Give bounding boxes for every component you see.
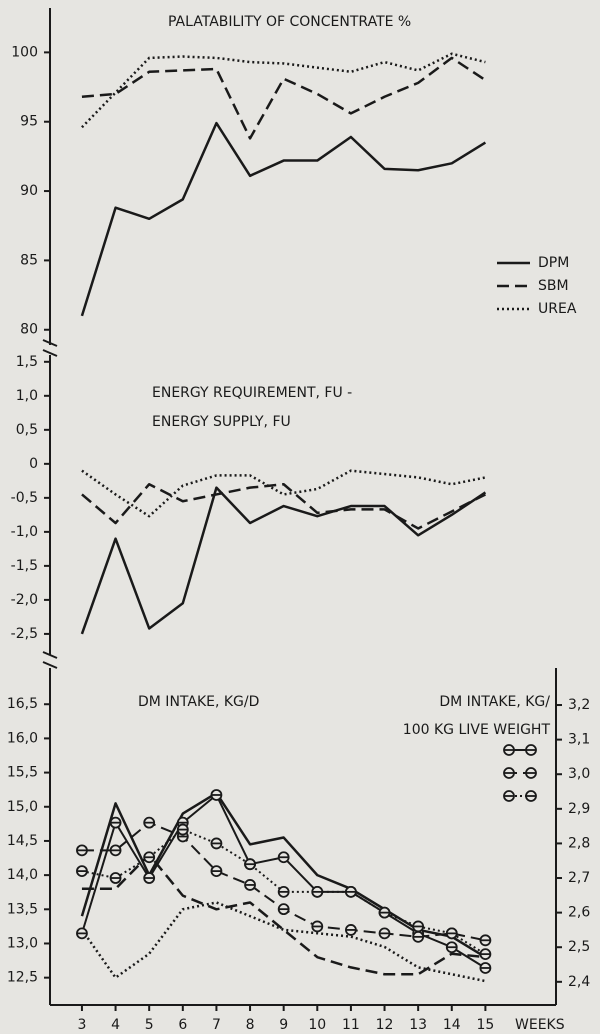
x-tick-label: 4 xyxy=(111,1017,120,1033)
x-axis-label: WEEKS xyxy=(515,1017,565,1033)
x-tick-label: 6 xyxy=(178,1017,187,1033)
x-tick-label: 11 xyxy=(342,1017,360,1033)
x-tick-label: 14 xyxy=(443,1017,461,1033)
data-point xyxy=(176,823,189,836)
y-tick-label: 1,0 xyxy=(16,388,38,404)
y2-tick-label: 2,5 xyxy=(568,939,590,955)
y-tick-label: -1,5 xyxy=(11,558,38,574)
data-line xyxy=(80,486,487,635)
data-point xyxy=(76,844,88,857)
data-point xyxy=(244,858,256,871)
y-tick-label: 85 xyxy=(20,252,38,268)
data-line xyxy=(81,483,486,530)
chart-title: ENERGY SUPPLY, FU xyxy=(152,414,291,430)
data-line xyxy=(80,121,487,317)
x-tick-label: 13 xyxy=(409,1017,427,1033)
data-point xyxy=(345,885,357,898)
x-tick-label: 7 xyxy=(212,1017,221,1033)
data-point xyxy=(210,865,223,877)
data-point xyxy=(76,865,88,877)
data-point xyxy=(277,903,290,916)
data-line xyxy=(81,52,486,129)
data-point xyxy=(143,872,156,884)
data-point xyxy=(277,885,290,898)
y2-axis-label: 100 KG LIVE WEIGHT xyxy=(403,722,551,738)
data-point xyxy=(445,927,458,940)
y2-tick-label: 2,6 xyxy=(568,905,590,921)
y-tick-label: 14,0 xyxy=(7,867,38,883)
y-tick-label: 1,5 xyxy=(16,354,38,370)
legend-label: DPM xyxy=(538,255,569,271)
y2-tick-label: 2,8 xyxy=(568,835,590,851)
data-point xyxy=(143,851,156,864)
y-tick-label: 14,5 xyxy=(7,833,38,849)
y-tick-label: 0,5 xyxy=(16,422,38,438)
y-tick-label: 15,0 xyxy=(7,799,38,815)
data-point xyxy=(311,920,324,933)
y2-tick-label: 2,9 xyxy=(568,801,590,817)
data-point xyxy=(479,948,492,961)
data-point xyxy=(277,851,290,864)
y-tick-label: 0 xyxy=(29,456,38,472)
legend-label: UREA xyxy=(538,301,577,317)
x-tick-label: 5 xyxy=(145,1017,154,1033)
y-tick-label: 16,0 xyxy=(7,730,38,746)
y-axis-label: DM INTAKE, KG/D xyxy=(138,694,259,710)
x-tick-label: 15 xyxy=(476,1017,494,1033)
data-point xyxy=(378,906,391,919)
data-line xyxy=(81,56,487,140)
y-tick-label: 100 xyxy=(11,44,38,60)
y-tick-label: 15,5 xyxy=(7,765,38,781)
data-point xyxy=(109,816,122,829)
data-line xyxy=(81,469,486,518)
y2-axis-label: DM INTAKE, KG/ xyxy=(439,694,550,710)
y-tick-label: 80 xyxy=(20,322,38,338)
y-tick-label: -0,5 xyxy=(11,490,38,506)
data-point xyxy=(378,927,391,940)
data-point xyxy=(479,962,492,974)
data-point xyxy=(412,930,425,943)
y-tick-label: -2,0 xyxy=(11,592,38,608)
y-tick-label: 16,5 xyxy=(7,696,38,712)
y2-tick-label: 2,4 xyxy=(568,974,590,990)
data-point xyxy=(345,924,357,936)
x-tick-label: 9 xyxy=(279,1017,288,1033)
y2-tick-label: 3,2 xyxy=(568,697,590,713)
y-tick-label: 13,0 xyxy=(7,935,38,951)
y-tick-label: 13,5 xyxy=(7,901,38,917)
chart-title: PALATABILITY OF CONCENTRATE % xyxy=(168,14,411,30)
y-tick-label: 95 xyxy=(20,114,38,130)
data-point xyxy=(109,844,122,857)
x-tick-label: 12 xyxy=(376,1017,394,1033)
y-tick-label: 90 xyxy=(20,183,38,199)
data-point xyxy=(244,879,256,891)
chart-title: ENERGY REQUIREMENT, FU - xyxy=(152,385,352,401)
data-point xyxy=(109,872,122,884)
y-tick-label: 12,5 xyxy=(7,970,38,986)
y-tick-label: -1,0 xyxy=(11,524,38,540)
y2-tick-label: 3,1 xyxy=(568,732,590,748)
x-tick-label: 10 xyxy=(308,1017,326,1033)
y2-tick-label: 3,0 xyxy=(568,766,590,782)
data-point xyxy=(210,837,223,850)
data-point xyxy=(311,885,324,898)
y2-tick-label: 2,7 xyxy=(568,870,590,886)
data-point xyxy=(76,927,88,940)
x-tick-label: 8 xyxy=(246,1017,255,1033)
data-point xyxy=(412,920,425,933)
y-tick-label: -2,5 xyxy=(11,626,38,642)
data-point xyxy=(479,934,492,947)
data-point xyxy=(445,941,458,954)
x-tick-label: 3 xyxy=(77,1017,86,1033)
data-point xyxy=(143,816,156,829)
data-point xyxy=(210,789,223,801)
legend-label: SBM xyxy=(538,278,569,294)
